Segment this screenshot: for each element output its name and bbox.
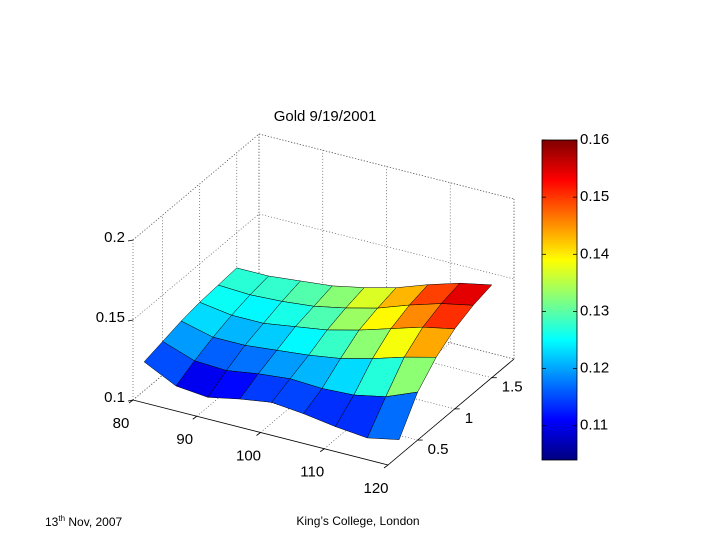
y-tick-label: 0.5 bbox=[428, 441, 449, 458]
colorbar-tick-label: 0.16 bbox=[580, 131, 609, 148]
colorbar-tick-label: 0.13 bbox=[580, 302, 609, 319]
y-tick-label: 1.5 bbox=[502, 379, 523, 396]
x-tick bbox=[383, 464, 389, 469]
colorbar bbox=[541, 139, 578, 461]
box-edge bbox=[258, 133, 515, 200]
grid-line bbox=[132, 213, 515, 321]
y-axis bbox=[387, 358, 515, 466]
x-tick-label: 90 bbox=[176, 431, 193, 448]
box-edge bbox=[258, 293, 515, 360]
x-tick bbox=[192, 415, 197, 420]
footer-institution: King’s College, London bbox=[296, 514, 420, 528]
colorbar-tick-label: 0.12 bbox=[580, 360, 609, 377]
chart-title: Gold 9/19/2001 bbox=[274, 108, 377, 125]
colorbar-tick-label: 0.11 bbox=[580, 417, 608, 434]
footer-date: 13th Nov, 2007 bbox=[45, 514, 122, 529]
date-suffix: th bbox=[58, 514, 66, 523]
x-tick bbox=[320, 448, 325, 453]
x-tick-label: 100 bbox=[236, 447, 261, 464]
z-tick-label: 0.2 bbox=[104, 229, 125, 246]
colorbar-tick-label: 0.15 bbox=[580, 188, 609, 205]
date-day: 13 bbox=[45, 515, 59, 529]
y-tick-label: 1 bbox=[465, 410, 473, 427]
x-tick-label: 110 bbox=[300, 464, 324, 481]
z-tick-label: 0.1 bbox=[104, 389, 125, 406]
x-tick-label: 80 bbox=[113, 415, 130, 432]
z-tick bbox=[127, 239, 134, 242]
z-tick bbox=[127, 399, 134, 402]
colorbar-tick-label: 0.14 bbox=[580, 245, 609, 262]
grid-line bbox=[132, 133, 515, 241]
surface-patch bbox=[366, 391, 419, 440]
x-axis bbox=[132, 399, 389, 466]
x-tick bbox=[256, 432, 261, 436]
z-tick-label: 0.15 bbox=[96, 309, 125, 326]
date-rest: Nov, 2007 bbox=[68, 515, 123, 529]
z-tick bbox=[127, 319, 134, 322]
x-tick-label: 120 bbox=[363, 480, 388, 497]
